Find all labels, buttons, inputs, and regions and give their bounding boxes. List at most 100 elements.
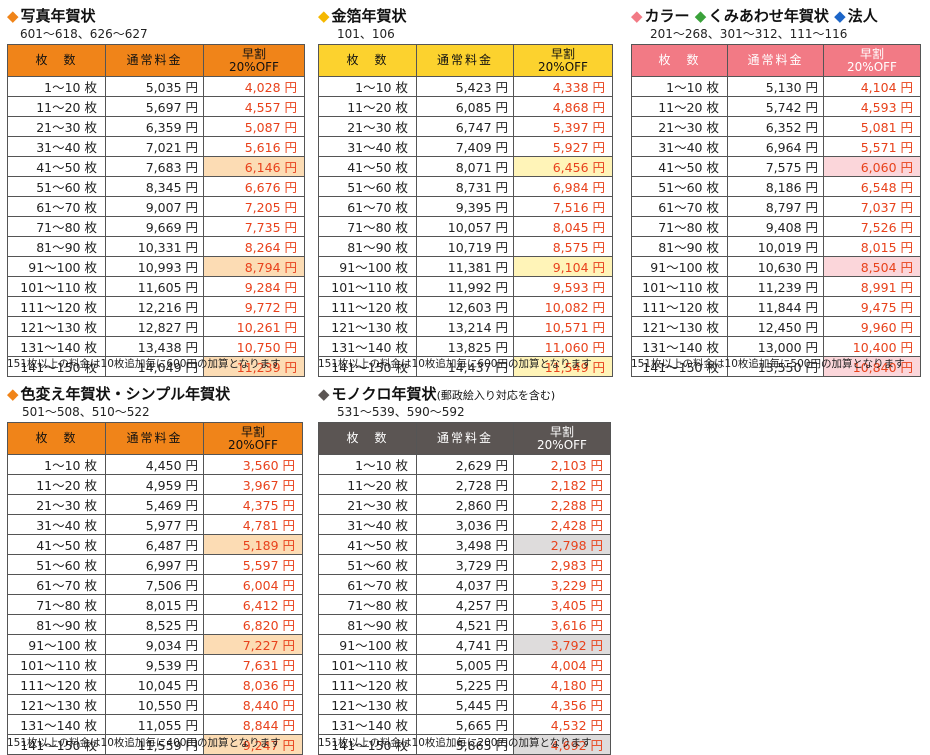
table-row: 21〜30 枚 5,469 円 4,375 円: [7, 494, 303, 515]
normal-price-cell: 5,742 円: [727, 96, 824, 117]
product-codes: 501〜508、510〜522: [22, 405, 150, 419]
column-header-quantity: 枚 数: [7, 44, 106, 77]
early-price-cell: 8,045 円: [513, 216, 613, 237]
normal-price-cell: 6,359 円: [105, 116, 204, 137]
table-row: 101〜110 枚 9,539 円 7,631 円: [7, 654, 303, 675]
quantity-cell: 121〜130 枚: [318, 694, 417, 715]
normal-price-cell: 3,729 円: [416, 554, 514, 575]
diamond-marker-icon: ◆: [7, 385, 19, 403]
price-table: 枚 数通常料金 早割 20%OFF 1〜10 枚 5,423 円 4,338 円 11〜20…: [318, 44, 613, 377]
normal-price-cell: 5,130 円: [727, 76, 824, 97]
normal-price-cell: 9,539 円: [105, 654, 204, 675]
early-price-cell: 5,571 円: [823, 136, 921, 157]
normal-price-cell: 12,827 円: [105, 316, 204, 337]
early-price-cell: 8,991 円: [823, 276, 921, 297]
quantity-cell: 131〜140 枚: [7, 336, 106, 357]
normal-price-cell: 8,015 円: [105, 594, 204, 615]
quantity-cell: 51〜60 枚: [318, 176, 417, 197]
early-price-cell: 4,180 円: [513, 674, 611, 695]
quantity-cell: 11〜20 枚: [7, 474, 106, 495]
early-price-cell: 10,840 円: [823, 356, 921, 377]
early-price-cell: 7,735 円: [203, 216, 305, 237]
normal-price-cell: 5,445 円: [416, 694, 514, 715]
normal-price-cell: 4,959 円: [105, 474, 204, 495]
normal-price-cell: 9,007 円: [105, 196, 204, 217]
table-row: 41〜50 枚 8,071 円 6,456 円: [318, 156, 613, 177]
early-discount-rate: 20%OFF: [229, 59, 279, 74]
column-header-early-discount: 早割 20%OFF: [203, 422, 303, 455]
early-price-cell: 9,104 円: [513, 256, 613, 277]
quantity-cell: 61〜70 枚: [7, 574, 106, 595]
normal-price-cell: 3,498 円: [416, 534, 514, 555]
table-row: 91〜100 枚 10,630 円 8,504 円: [631, 256, 921, 277]
table-row: 51〜60 枚 8,345 円 6,676 円: [7, 176, 305, 197]
early-price-cell: 6,060 円: [823, 156, 921, 177]
early-price-cell: 4,557 円: [203, 96, 305, 117]
diamond-marker-icon: ◆: [318, 385, 330, 403]
normal-price-cell: 11,992 円: [416, 276, 514, 297]
normal-price-cell: 5,977 円: [105, 514, 204, 535]
early-discount-label: 早割: [549, 424, 574, 439]
quantity-cell: 61〜70 枚: [631, 196, 728, 217]
table-row: 101〜110 枚 11,605 円 9,284 円: [7, 276, 305, 297]
section-title: ◆ 写真年賀状: [7, 7, 96, 25]
table-row: 121〜130 枚 5,445 円 4,356 円: [318, 694, 611, 715]
normal-price-cell: 8,071 円: [416, 156, 514, 177]
normal-price-cell: 9,408 円: [727, 216, 824, 237]
normal-price-cell: 13,550 円: [727, 356, 824, 377]
quantity-cell: 11〜20 枚: [318, 96, 417, 117]
table-row: 111〜120 枚 10,045 円 8,036 円: [7, 674, 303, 695]
column-header-early-discount: 早割 20%OFF: [513, 422, 611, 455]
early-price-cell: 2,798 円: [513, 534, 611, 555]
early-price-cell: 8,015 円: [823, 236, 921, 257]
table-row: 81〜90 枚 10,719 円 8,575 円: [318, 236, 613, 257]
early-price-cell: 9,247 円: [203, 734, 303, 755]
price-table: 枚 数通常料金 早割 20%OFF 1〜10 枚 5,035 円 4,028 円 11〜20…: [7, 44, 305, 377]
table-row: 11〜20 枚 5,742 円 4,593 円: [631, 96, 921, 117]
table-header-row: 枚 数通常料金 早割 20%OFF: [318, 422, 611, 455]
pricing-footnote: 151枚以上の料金は10枚追加毎に600円の加算となります: [318, 358, 592, 370]
early-price-cell: 7,205 円: [203, 196, 305, 217]
table-row: 101〜110 枚 11,239 円 8,991 円: [631, 276, 921, 297]
normal-price-cell: 8,797 円: [727, 196, 824, 217]
normal-price-cell: 8,731 円: [416, 176, 514, 197]
product-codes: 201〜268、301〜312、111〜116: [650, 27, 848, 41]
product-codes: 531〜539、590〜592: [337, 405, 465, 419]
normal-price-cell: 5,697 円: [105, 96, 204, 117]
column-header-early-discount: 早割 20%OFF: [203, 44, 305, 77]
quantity-cell: 1〜10 枚: [318, 454, 417, 475]
quantity-cell: 101〜110 枚: [631, 276, 728, 297]
quantity-cell: 121〜130 枚: [318, 316, 417, 337]
early-price-cell: 3,967 円: [203, 474, 303, 495]
normal-price-cell: 2,860 円: [416, 494, 514, 515]
table-row: 81〜90 枚 10,331 円 8,264 円: [7, 236, 305, 257]
table-row: 11〜20 枚 4,959 円 3,967 円: [7, 474, 303, 495]
table-row: 111〜120 枚 11,844 円 9,475 円: [631, 296, 921, 317]
quantity-cell: 71〜80 枚: [631, 216, 728, 237]
quantity-cell: 131〜140 枚: [318, 714, 417, 735]
table-row: 141〜150 枚 14,049 円 11,239 円: [7, 356, 305, 377]
table-row: 71〜80 枚 9,669 円 7,735 円: [7, 216, 305, 237]
quantity-cell: 41〜50 枚: [7, 156, 106, 177]
quantity-cell: 51〜60 枚: [631, 176, 728, 197]
quantity-cell: 31〜40 枚: [7, 514, 106, 535]
normal-price-cell: 8,186 円: [727, 176, 824, 197]
table-row: 111〜120 枚 12,603 円 10,082 円: [318, 296, 613, 317]
table-row: 21〜30 枚 2,860 円 2,288 円: [318, 494, 611, 515]
quantity-cell: 81〜90 枚: [318, 614, 417, 635]
column-header-quantity: 枚 数: [631, 44, 728, 77]
early-price-cell: 3,560 円: [203, 454, 303, 475]
early-price-cell: 7,631 円: [203, 654, 303, 675]
early-price-cell: 7,516 円: [513, 196, 613, 217]
quantity-cell: 31〜40 枚: [318, 514, 417, 535]
normal-price-cell: 13,214 円: [416, 316, 514, 337]
table-row: 81〜90 枚 4,521 円 3,616 円: [318, 614, 611, 635]
quantity-cell: 1〜10 枚: [7, 76, 106, 97]
table-row: 91〜100 枚 10,993 円 8,794 円: [7, 256, 305, 277]
normal-price-cell: 9,034 円: [105, 634, 204, 655]
table-row: 61〜70 枚 9,007 円 7,205 円: [7, 196, 305, 217]
normal-price-cell: 4,037 円: [416, 574, 514, 595]
table-row: 141〜150 枚 11,559 円 9,247 円: [7, 734, 303, 755]
normal-price-cell: 7,021 円: [105, 136, 204, 157]
table-row: 11〜20 枚 5,697 円 4,557 円: [7, 96, 305, 117]
